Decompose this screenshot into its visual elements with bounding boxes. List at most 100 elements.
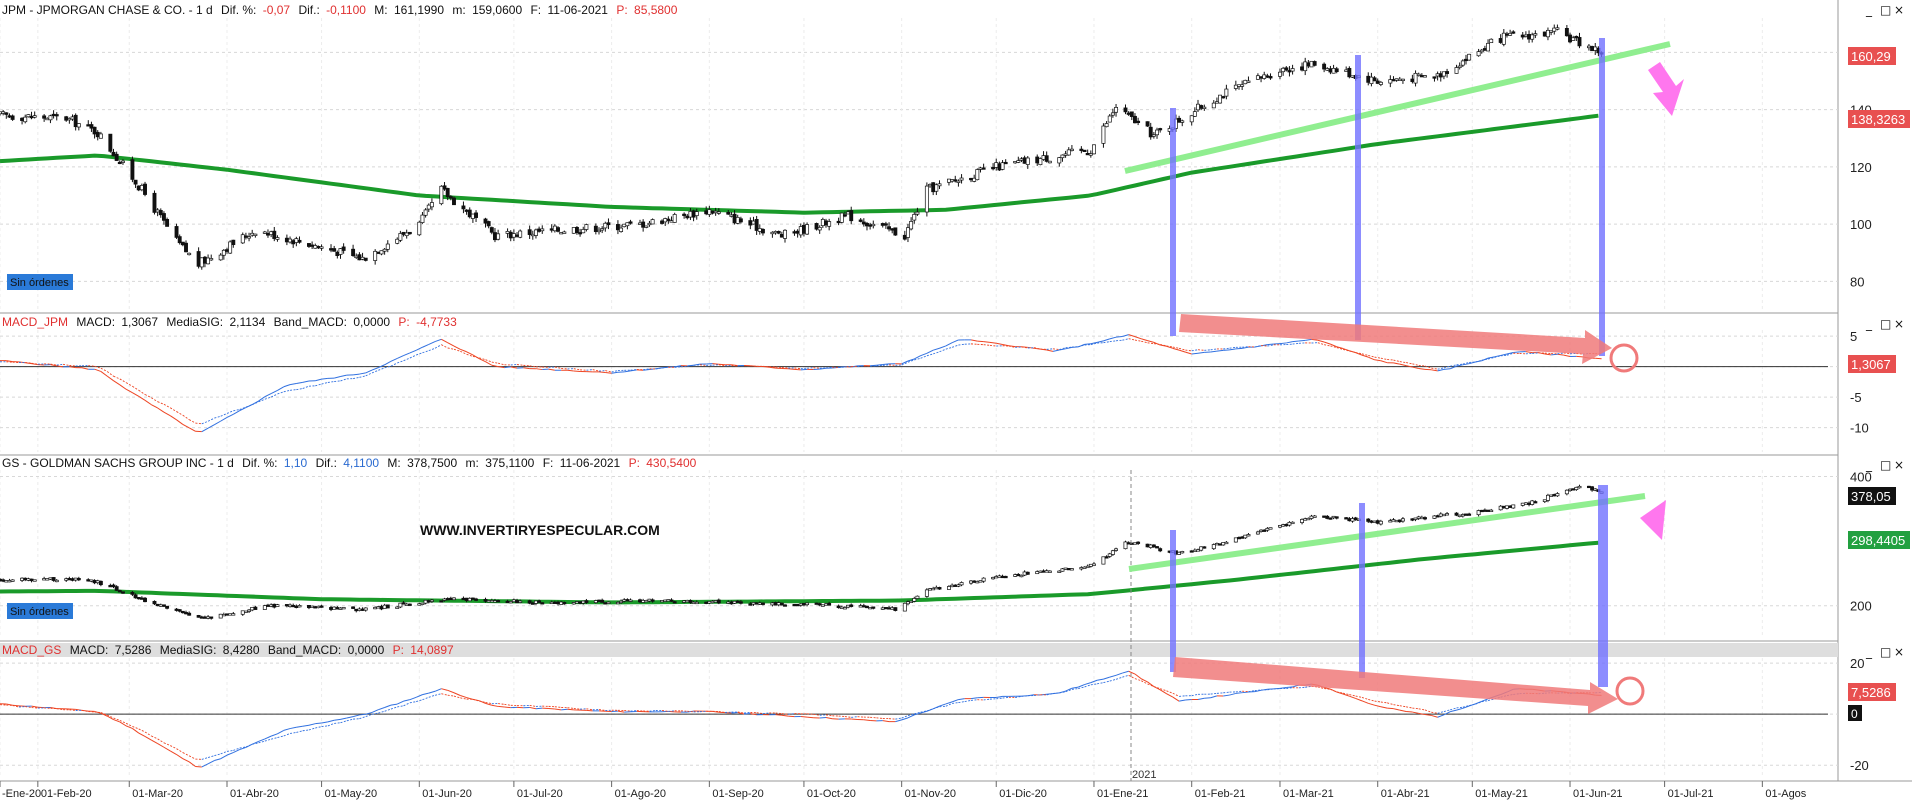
candle-body [1373,521,1376,523]
macd-line-segment [1179,700,1185,701]
signal-line-segment [378,711,384,713]
maximize-button[interactable]: □ [1880,317,1891,331]
candle-body [938,184,941,186]
signal-line-segment [227,411,233,414]
candle-body [1411,519,1414,521]
candle-body [1486,510,1489,512]
candle-body [1398,520,1401,522]
vertical-marker-6 [1598,485,1608,687]
x-tick-label: 01-Mar-21 [1283,788,1334,800]
candle-body [49,116,52,120]
signal-line-segment [530,705,536,706]
minimize-button[interactable]: _ [1865,458,1873,472]
maximize-button[interactable]: □ [1880,645,1891,659]
signal-line-segment [303,386,309,388]
macd-line-segment [265,394,271,397]
signal-line-segment [435,345,441,349]
candle-body [1398,79,1401,81]
signal-line-segment [32,708,38,709]
y-tick-label: 80 [1850,274,1864,289]
signal-line-segment [1425,710,1431,712]
signal-line-segment [183,753,189,756]
close-button[interactable]: × [1894,3,1904,17]
macd-line-segment [353,715,359,717]
macd-line-segment [776,715,782,716]
close-button[interactable]: × [1894,317,1904,331]
signal-line-segment [870,717,876,718]
candle-body [159,605,162,607]
candle-body [645,600,648,602]
candle-body [462,206,465,209]
candle-body [1193,550,1196,552]
macd-line-segment [1236,348,1242,349]
candle-body [1455,513,1458,515]
candle-body [1285,524,1288,526]
candle-body [1222,542,1225,545]
macd-line-segment [1198,698,1204,699]
minimize-button[interactable]: _ [1865,3,1873,17]
candle-body [1177,552,1180,554]
macd-line-segment [139,733,145,736]
candle-body [739,602,742,604]
candle-body [162,213,165,220]
macd-jpm-value-tag: 1,3067 [1848,355,1896,373]
candle-body [377,252,380,254]
signal-line-segment [164,743,170,746]
candle-body [399,603,402,607]
signal-line-segment [1450,365,1456,366]
macd-line-segment [555,709,561,710]
close-button[interactable]: × [1894,645,1904,659]
macd-line-segment [1412,712,1418,713]
candle-body [276,605,279,607]
candle-body [361,609,364,611]
signal-line-segment [984,345,990,346]
macd-line-segment [864,720,870,721]
candle-body [1458,515,1461,517]
signal-line-segment [290,732,296,733]
candle-body [112,152,115,156]
maximize-button[interactable]: □ [1880,458,1891,472]
candle-body [1578,37,1581,46]
candle-body [1067,568,1070,570]
maximize-button[interactable]: □ [1880,3,1891,17]
macd-line-segment [908,359,914,361]
candle-body [969,178,972,180]
macd-line-segment [1110,675,1116,677]
signal-line-segment [183,415,189,419]
macd-line-segment [1507,352,1513,354]
minimize-button[interactable]: _ [1865,645,1873,659]
signal-line-segment [372,370,378,373]
y-tick-label: -10 [1850,421,1869,436]
candle-body [1575,487,1578,489]
candle-body [1001,163,1004,170]
candle-body [979,168,982,170]
signal-line-segment [1438,712,1444,714]
macd-line-segment [315,379,321,381]
candle-body [1527,34,1530,39]
candle-body [891,608,894,610]
candle-body [1442,72,1445,76]
signal-line-segment [1047,349,1053,350]
macd-line-segment [895,720,901,722]
candle-body [386,244,389,249]
macd-line-segment [782,715,788,716]
macd-line-segment [996,696,1002,697]
candle-body [667,219,670,221]
minimize-button[interactable]: _ [1865,317,1873,331]
candle-body [30,116,33,118]
signal-line-segment [1419,709,1425,710]
jpm-orders-badge[interactable]: Sin órdenes [7,274,73,290]
x-tick-label: 01-Agos [1765,788,1806,800]
candle-body [1505,34,1508,36]
x-tick-label: 01-Jun-20 [422,788,472,800]
macd-gs-panel: 200-20 [0,656,1869,773]
macd-line-segment [1412,367,1418,368]
signal-line-segment [429,348,435,350]
macd-line-segment [946,702,952,704]
candle-body [774,231,777,233]
gs-orders-badge[interactable]: Sin órdenes [7,603,73,619]
macd-line-segment [713,364,719,365]
candle-body [383,249,386,251]
signal-line-segment [624,710,630,711]
close-button[interactable]: × [1894,458,1904,472]
